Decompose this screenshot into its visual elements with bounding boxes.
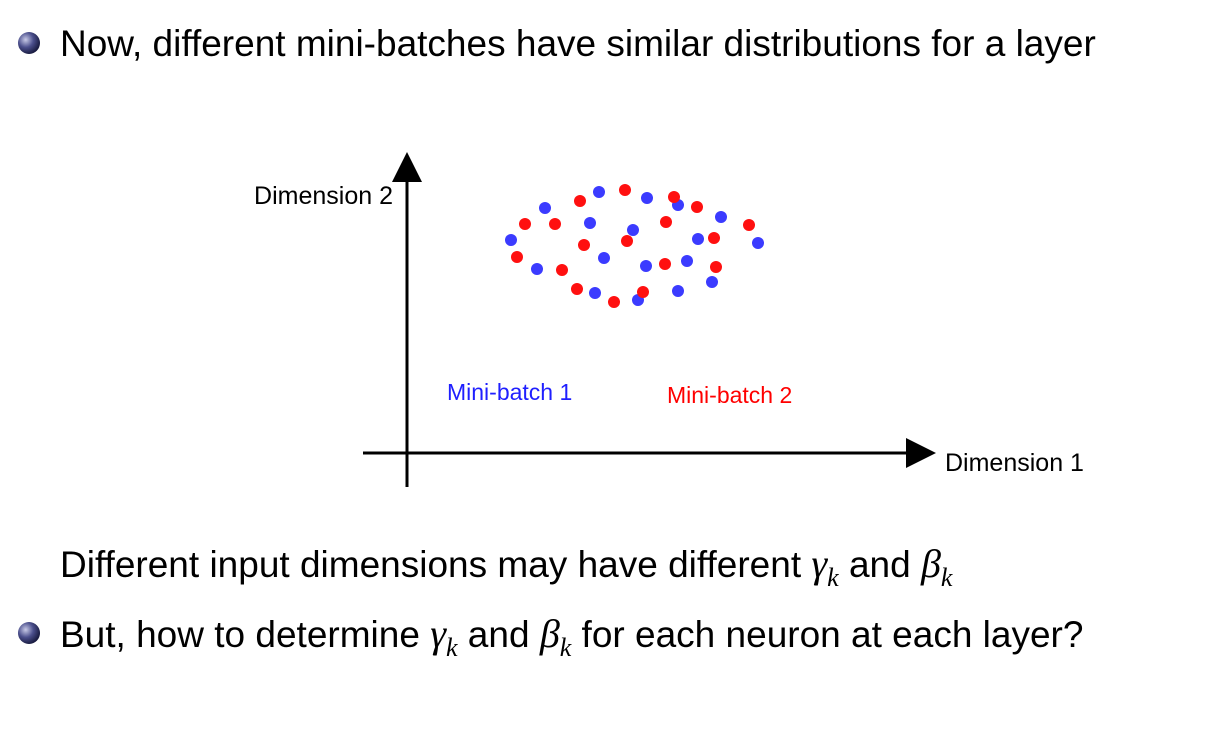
bullet-text: But, how to determine	[60, 614, 431, 655]
figure: Dimension 2 Dimension 1 Mini-batch 1 Min…	[254, 152, 1084, 487]
math-symbol: γ	[811, 541, 828, 586]
y-axis-label: Dimension 2	[254, 182, 393, 210]
math-symbol: γk	[811, 541, 838, 592]
legend-label: Mini-batch 2	[667, 382, 792, 408]
math-symbol: γk	[430, 611, 457, 662]
math-subscript: k	[940, 563, 953, 592]
math-symbol: βk	[921, 541, 952, 592]
bullet-text: Now, different mini-batches have similar…	[60, 23, 1096, 64]
math-subscript: k	[827, 563, 839, 592]
math-subscript: k	[559, 633, 572, 662]
bullet-text: for each neuron at each layer?	[571, 614, 1084, 655]
legend-label: Mini-batch 1	[447, 379, 572, 405]
bullet-icon	[18, 32, 40, 54]
math-subscript: k	[445, 633, 458, 662]
mini-batch-1-dots	[505, 186, 764, 306]
bullet-icon	[18, 622, 40, 644]
math-symbol: β	[539, 611, 560, 656]
mini-batch-2-dots	[511, 184, 755, 308]
math-symbol: β	[921, 541, 941, 586]
x-axis-label: Dimension 1	[945, 449, 1084, 477]
bullet-text: and	[457, 614, 540, 655]
math-symbol: βk	[539, 611, 571, 662]
bullet-text: But, how to determine γk and βk for each…	[60, 606, 1210, 675]
note-text: Different input dimensions may have diff…	[60, 544, 812, 585]
note: Different input dimensions may have diff…	[60, 536, 1210, 605]
note-text: and	[838, 544, 921, 585]
math-symbol: γ	[430, 611, 446, 656]
